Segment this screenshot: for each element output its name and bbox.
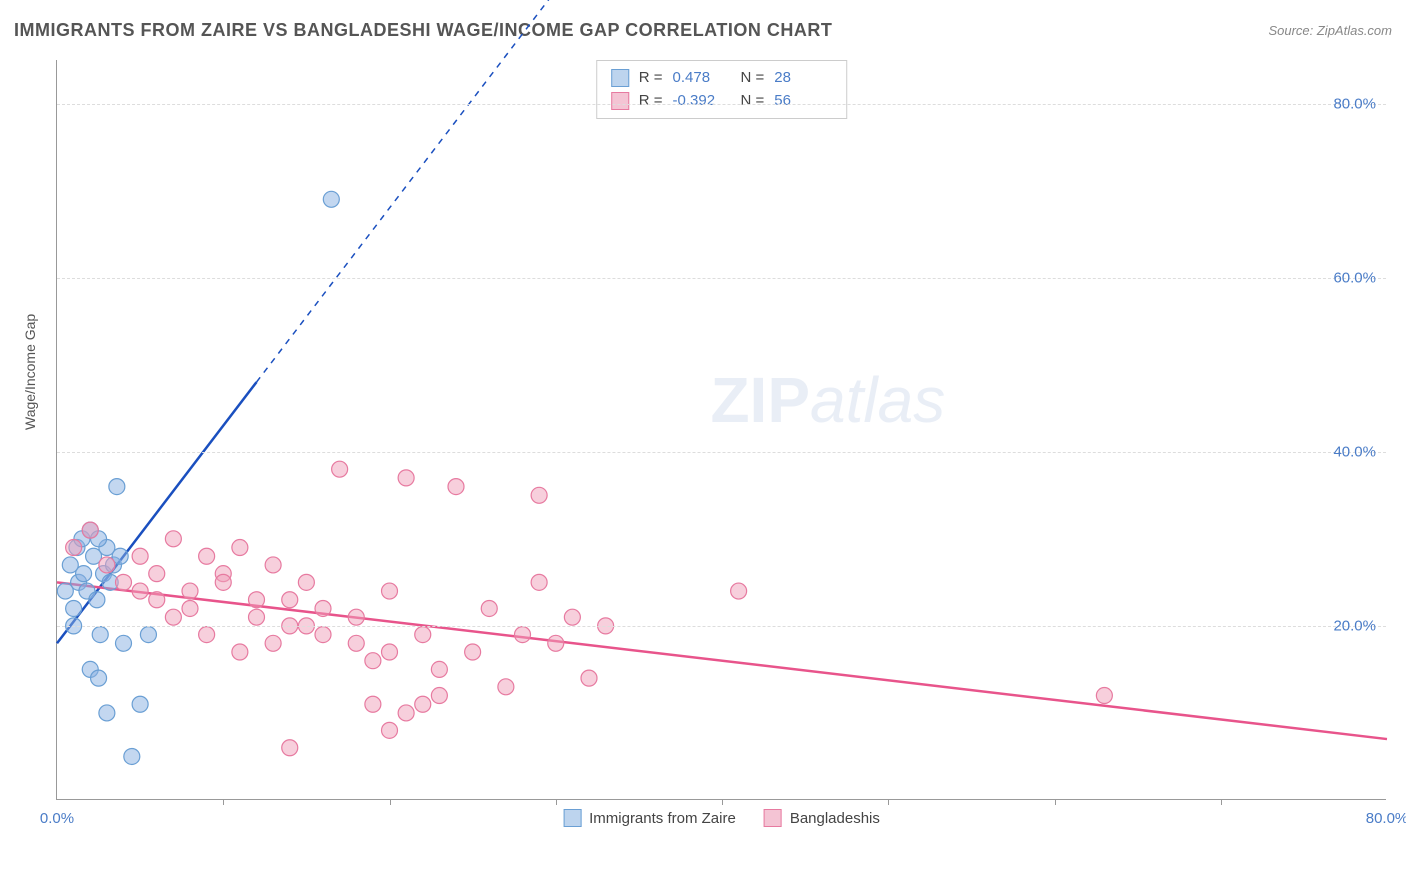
data-point xyxy=(109,479,125,495)
legend-swatch-bangladeshi xyxy=(611,92,629,110)
x-tick-mark xyxy=(223,799,224,805)
data-point xyxy=(398,705,414,721)
data-point xyxy=(116,574,132,590)
data-point xyxy=(132,548,148,564)
data-point xyxy=(249,592,265,608)
scatter-plot-svg xyxy=(57,60,1386,799)
data-point xyxy=(232,644,248,660)
legend-row: R = -0.392 N = 56 xyxy=(611,90,833,113)
data-point xyxy=(116,635,132,651)
data-point xyxy=(564,609,580,625)
data-point xyxy=(182,583,198,599)
data-point xyxy=(382,583,398,599)
data-point xyxy=(265,635,281,651)
data-point xyxy=(315,600,331,616)
data-point xyxy=(66,600,82,616)
data-point xyxy=(531,487,547,503)
data-point xyxy=(415,696,431,712)
data-point xyxy=(315,627,331,643)
data-point xyxy=(199,548,215,564)
gridline xyxy=(57,626,1386,627)
data-point xyxy=(515,627,531,643)
y-axis-label: Wage/Income Gap xyxy=(22,314,38,430)
correlation-legend: R = 0.478 N = 28 R = -0.392 N = 56 xyxy=(596,60,848,119)
data-point xyxy=(149,592,165,608)
x-tick-label: 80.0% xyxy=(1366,810,1406,827)
data-point xyxy=(323,191,339,207)
data-point xyxy=(76,566,92,582)
series-legend: Immigrants from Zaire Bangladeshis xyxy=(563,809,880,827)
data-point xyxy=(91,670,107,686)
data-point xyxy=(99,705,115,721)
y-tick-label: 60.0% xyxy=(1333,269,1376,286)
y-tick-label: 20.0% xyxy=(1333,617,1376,634)
data-point xyxy=(99,557,115,573)
data-point xyxy=(298,574,314,590)
data-point xyxy=(215,574,231,590)
data-point xyxy=(66,540,82,556)
data-point xyxy=(282,740,298,756)
data-point xyxy=(415,627,431,643)
data-point xyxy=(265,557,281,573)
data-point xyxy=(1096,688,1112,704)
header-bar: IMMIGRANTS FROM ZAIRE VS BANGLADESHI WAG… xyxy=(14,20,1392,41)
x-tick-mark xyxy=(1221,799,1222,805)
gridline xyxy=(57,278,1386,279)
x-tick-label: 0.0% xyxy=(40,810,74,827)
data-point xyxy=(431,661,447,677)
y-tick-label: 40.0% xyxy=(1333,443,1376,460)
data-point xyxy=(581,670,597,686)
data-point xyxy=(199,627,215,643)
data-point xyxy=(249,609,265,625)
data-point xyxy=(124,748,140,764)
data-point xyxy=(165,531,181,547)
legend-swatch-zaire xyxy=(611,69,629,87)
data-point xyxy=(531,574,547,590)
data-point xyxy=(182,600,198,616)
gridline xyxy=(57,104,1386,105)
data-point xyxy=(132,583,148,599)
legend-swatch-bangladeshi xyxy=(764,809,782,827)
data-point xyxy=(382,644,398,660)
page-title: IMMIGRANTS FROM ZAIRE VS BANGLADESHI WAG… xyxy=(14,20,832,41)
data-point xyxy=(165,609,181,625)
data-point xyxy=(82,522,98,538)
data-point xyxy=(132,696,148,712)
data-point xyxy=(481,600,497,616)
data-point xyxy=(282,592,298,608)
x-tick-mark xyxy=(888,799,889,805)
data-point xyxy=(465,644,481,660)
x-tick-mark xyxy=(722,799,723,805)
data-point xyxy=(382,722,398,738)
data-point xyxy=(140,627,156,643)
data-point xyxy=(731,583,747,599)
data-point xyxy=(92,627,108,643)
data-point xyxy=(149,566,165,582)
gridline xyxy=(57,452,1386,453)
data-point xyxy=(498,679,514,695)
data-point xyxy=(448,479,464,495)
data-point xyxy=(89,592,105,608)
data-point xyxy=(431,688,447,704)
x-tick-mark xyxy=(1055,799,1056,805)
legend-item: Bangladeshis xyxy=(764,809,880,827)
data-point xyxy=(365,696,381,712)
data-point xyxy=(348,635,364,651)
x-tick-mark xyxy=(390,799,391,805)
x-tick-mark xyxy=(556,799,557,805)
data-point xyxy=(232,540,248,556)
y-tick-label: 80.0% xyxy=(1333,95,1376,112)
chart-plot-area: ZIPatlas R = 0.478 N = 28 R = -0.392 N =… xyxy=(56,60,1386,800)
data-point xyxy=(348,609,364,625)
trend-line-extension xyxy=(257,0,556,382)
data-point xyxy=(398,470,414,486)
data-point xyxy=(548,635,564,651)
data-point xyxy=(332,461,348,477)
legend-row: R = 0.478 N = 28 xyxy=(611,67,833,90)
legend-swatch-zaire xyxy=(563,809,581,827)
source-credit: Source: ZipAtlas.com xyxy=(1268,23,1392,38)
data-point xyxy=(365,653,381,669)
legend-item: Immigrants from Zaire xyxy=(563,809,736,827)
